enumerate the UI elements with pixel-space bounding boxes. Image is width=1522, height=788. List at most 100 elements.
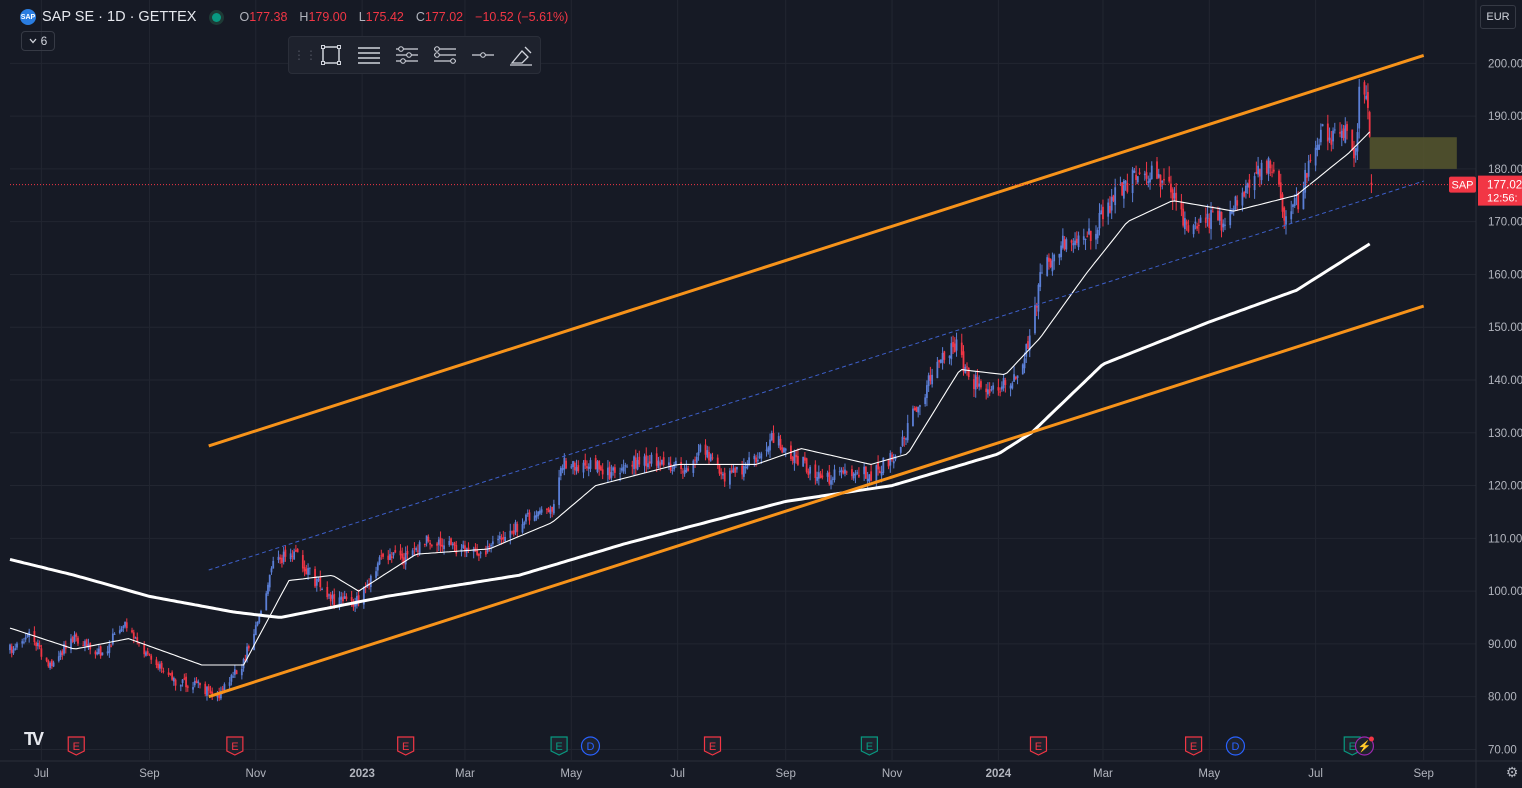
earnings-event-icon[interactable]: E [1185, 736, 1203, 756]
line-settings-icon[interactable] [389, 40, 425, 70]
candle-up [607, 467, 609, 476]
time-tick-label: Sep [139, 768, 159, 780]
countdown-value: 12:56: [1487, 193, 1518, 205]
candle-up [1253, 176, 1256, 191]
candle-up [1260, 162, 1263, 181]
candle-up [9, 644, 11, 651]
candle-up [668, 462, 670, 466]
candle-up [1028, 335, 1031, 351]
candle-up [242, 659, 245, 669]
candle-up [643, 456, 646, 466]
ohlc-high: H179.00 [299, 10, 347, 24]
candle-down [1075, 238, 1078, 244]
candle-up [1161, 181, 1164, 183]
candle-up [570, 466, 573, 468]
time-tick-label: Jul [34, 768, 49, 780]
candle-up [748, 457, 751, 465]
candle-up [523, 522, 526, 525]
candle-up [622, 466, 625, 472]
candle-up [906, 423, 909, 441]
indicators-toggle-button[interactable]: 6 [21, 31, 55, 51]
candle-up [256, 621, 259, 626]
candle-up [98, 648, 100, 655]
candle-up [1328, 137, 1331, 140]
candle-down [891, 454, 893, 461]
candle-down [547, 508, 550, 513]
candle-down [303, 566, 306, 572]
candle-down [718, 464, 721, 474]
candle-up [70, 638, 72, 650]
gear-icon[interactable]: ⚙ [1505, 764, 1519, 780]
drag-handle-icon[interactable]: ⋮⋮ [293, 48, 317, 62]
support-zone [1369, 137, 1457, 169]
candle-up [905, 438, 907, 440]
candle-down [1217, 210, 1219, 221]
candle-down [1272, 169, 1275, 172]
earnings-event-icon[interactable]: E [860, 736, 878, 756]
candle-up [270, 568, 273, 573]
candle-down [943, 351, 946, 360]
candle-down [659, 462, 662, 466]
align-lines-icon[interactable] [351, 40, 387, 70]
lines-style-icon[interactable] [427, 40, 463, 70]
dividend-event-icon[interactable]: D [1225, 736, 1246, 756]
earnings-event-icon[interactable]: E [67, 736, 85, 756]
candle-down [174, 679, 177, 686]
candle-down [999, 391, 1002, 393]
candle-down [600, 466, 602, 471]
symbol-title[interactable]: SAP SE · 1D · GETTEX [42, 9, 197, 25]
candle-down [551, 506, 554, 512]
tradingview-logo-icon[interactable]: TV [24, 729, 44, 749]
candle-down [962, 351, 965, 372]
candle-up [816, 477, 818, 481]
candle-up [1183, 218, 1186, 230]
eraser-icon[interactable] [503, 40, 539, 70]
price-tick-label: 180.00 [1488, 164, 1522, 176]
rectangle-icon[interactable] [313, 40, 349, 70]
candle-up [809, 466, 812, 474]
candle-down [1258, 169, 1261, 177]
earnings-event-icon[interactable]: E [397, 736, 415, 756]
candle-up [101, 652, 104, 656]
candle-up [636, 460, 639, 470]
candle-down [94, 651, 97, 655]
candle-up [709, 454, 712, 461]
earnings-event-icon[interactable]: E [1029, 736, 1048, 756]
candle-up [868, 474, 871, 482]
earnings-event-icon[interactable]: E [703, 736, 722, 756]
candle-up [369, 575, 372, 588]
candle-down [1163, 179, 1165, 181]
candle-down [594, 458, 597, 470]
candle-up [389, 554, 391, 560]
candle-up [941, 353, 944, 363]
candle-down [842, 470, 845, 474]
candle-up [63, 644, 65, 654]
candle-up [1319, 129, 1322, 143]
candle-up [1318, 144, 1321, 150]
candle-up [575, 467, 578, 472]
candle-down [1138, 172, 1141, 174]
currency-selector[interactable]: EUR [1480, 5, 1516, 29]
candle-up [852, 473, 855, 479]
candle-up [1199, 217, 1202, 223]
candle-up [875, 465, 878, 484]
candle-up [770, 433, 773, 441]
earnings-event-icon[interactable]: E [226, 736, 244, 756]
candle-down [681, 471, 684, 473]
candle-down [1220, 212, 1223, 231]
candle-down [1269, 161, 1272, 169]
line-dot-icon[interactable] [465, 40, 501, 70]
candle-up [526, 513, 529, 515]
market-status-icon[interactable] [212, 12, 222, 22]
dividend-event-icon[interactable]: D [580, 736, 601, 756]
candle-up [497, 538, 499, 541]
earnings-event-icon[interactable]: E [550, 736, 568, 756]
candle-down [453, 542, 456, 546]
candle-down [403, 557, 405, 564]
candle-up [260, 610, 262, 615]
news-event-icon[interactable]: ⚡ [1354, 736, 1375, 756]
candle-up [1316, 144, 1319, 150]
candle-up [1245, 185, 1247, 194]
